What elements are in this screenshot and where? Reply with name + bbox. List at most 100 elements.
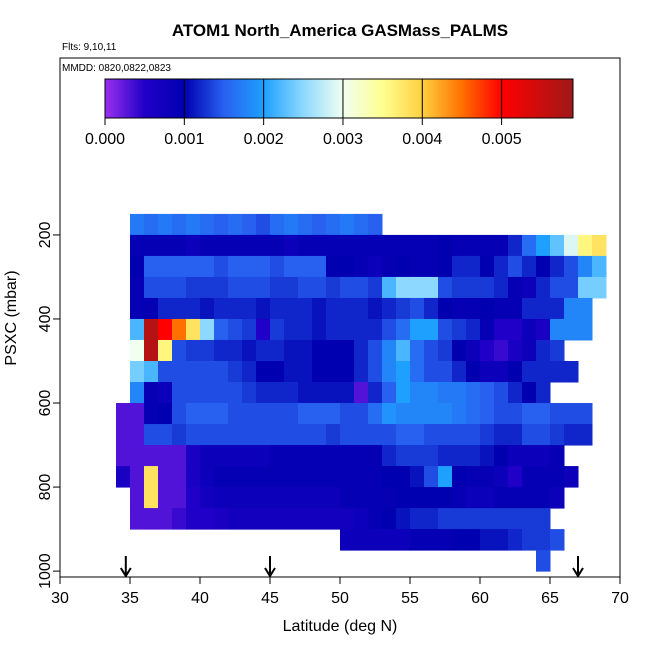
heat-cell — [494, 424, 509, 446]
heat-cell — [494, 487, 509, 509]
heat-cell — [452, 360, 467, 383]
heat-cell — [172, 466, 187, 488]
heat-cell — [228, 382, 243, 404]
heat-cell — [270, 445, 285, 467]
heat-cell — [312, 382, 327, 404]
heat-cell — [382, 445, 397, 467]
heat-cell — [508, 529, 523, 551]
heat-cell — [508, 360, 523, 383]
colorbar — [104, 78, 574, 119]
heat-cell — [326, 445, 341, 467]
heat-cell — [326, 318, 341, 341]
heat-cell — [494, 529, 509, 551]
heat-cell — [200, 487, 215, 509]
heat-cell — [256, 403, 271, 425]
x-tick-label: 45 — [261, 590, 279, 607]
heat-cell — [480, 297, 495, 320]
heat-cell — [340, 466, 355, 488]
heat-cell — [466, 382, 481, 404]
heat-cell — [242, 508, 257, 530]
heat-cell — [494, 466, 509, 488]
heat-cell — [396, 508, 411, 530]
heat-cell — [424, 403, 439, 425]
heat-cell — [354, 213, 369, 236]
heat-cell — [522, 297, 537, 320]
heat-cell — [536, 382, 551, 404]
heat-cell — [354, 529, 369, 551]
heat-cell — [214, 382, 229, 404]
heat-cell — [578, 255, 593, 278]
heat-cell — [242, 213, 257, 236]
heat-cell — [536, 276, 551, 299]
heat-cell — [284, 508, 299, 530]
heat-cell — [186, 276, 201, 299]
heat-cell — [130, 360, 145, 383]
heat-cell — [228, 487, 243, 509]
heat-cell — [522, 529, 537, 551]
heat-cell — [438, 487, 453, 509]
heat-cell — [396, 445, 411, 467]
heat-cell — [410, 234, 425, 257]
heat-cell — [256, 255, 271, 278]
heat-cell — [284, 213, 299, 236]
heat-cell — [116, 466, 131, 488]
heat-cell — [256, 339, 271, 362]
heat-cell — [340, 529, 355, 551]
heat-cell — [242, 382, 257, 404]
heat-cell — [368, 339, 383, 362]
heat-cell — [536, 360, 551, 383]
heat-cell — [242, 360, 257, 383]
heat-cell — [312, 445, 327, 467]
heat-cell — [144, 318, 159, 341]
heat-cell — [186, 255, 201, 278]
heat-cell — [270, 318, 285, 341]
heat-cell — [284, 382, 299, 404]
heat-cell — [564, 360, 579, 383]
heat-cell — [480, 445, 495, 467]
heat-cell — [452, 529, 467, 551]
heat-cell — [396, 297, 411, 320]
heat-cell — [550, 318, 565, 341]
heat-cell — [186, 487, 201, 509]
heat-cell — [298, 466, 313, 488]
heat-cell — [116, 403, 131, 425]
heat-cell — [284, 466, 299, 488]
heat-cell — [438, 466, 453, 488]
heat-cell — [340, 445, 355, 467]
heat-cell — [116, 424, 131, 446]
heat-cell — [564, 466, 579, 488]
x-tick-label: 35 — [121, 590, 139, 607]
heat-cell — [550, 424, 565, 446]
heat-cell — [354, 403, 369, 425]
heat-cell — [396, 424, 411, 446]
heat-cell — [354, 297, 369, 320]
colorbar-tick-label: 0.001 — [164, 131, 204, 148]
heat-cell — [410, 360, 425, 383]
heat-cell — [144, 297, 159, 320]
heat-cell — [396, 360, 411, 383]
heat-cell — [480, 508, 495, 530]
heat-cell — [298, 276, 313, 299]
heat-cell — [424, 318, 439, 341]
colorbar-tick-label: 0.004 — [402, 131, 442, 148]
heat-cell — [354, 466, 369, 488]
heat-cell — [354, 360, 369, 383]
heat-cell — [214, 508, 229, 530]
heat-cell — [298, 297, 313, 320]
heat-cell — [536, 297, 551, 320]
heat-cell — [480, 255, 495, 278]
heat-cell — [382, 234, 397, 257]
heat-cell — [312, 424, 327, 446]
heat-cell — [158, 339, 173, 362]
heat-cell — [242, 403, 257, 425]
heat-cell — [410, 466, 425, 488]
heat-cell — [214, 318, 229, 341]
heat-cell — [130, 318, 145, 341]
heat-cell — [382, 360, 397, 383]
heat-cell — [284, 318, 299, 341]
heat-cell — [410, 487, 425, 509]
heat-cell — [522, 508, 537, 530]
x-tick-label: 40 — [191, 590, 209, 607]
heat-cell — [578, 424, 593, 446]
heat-cell — [522, 318, 537, 341]
